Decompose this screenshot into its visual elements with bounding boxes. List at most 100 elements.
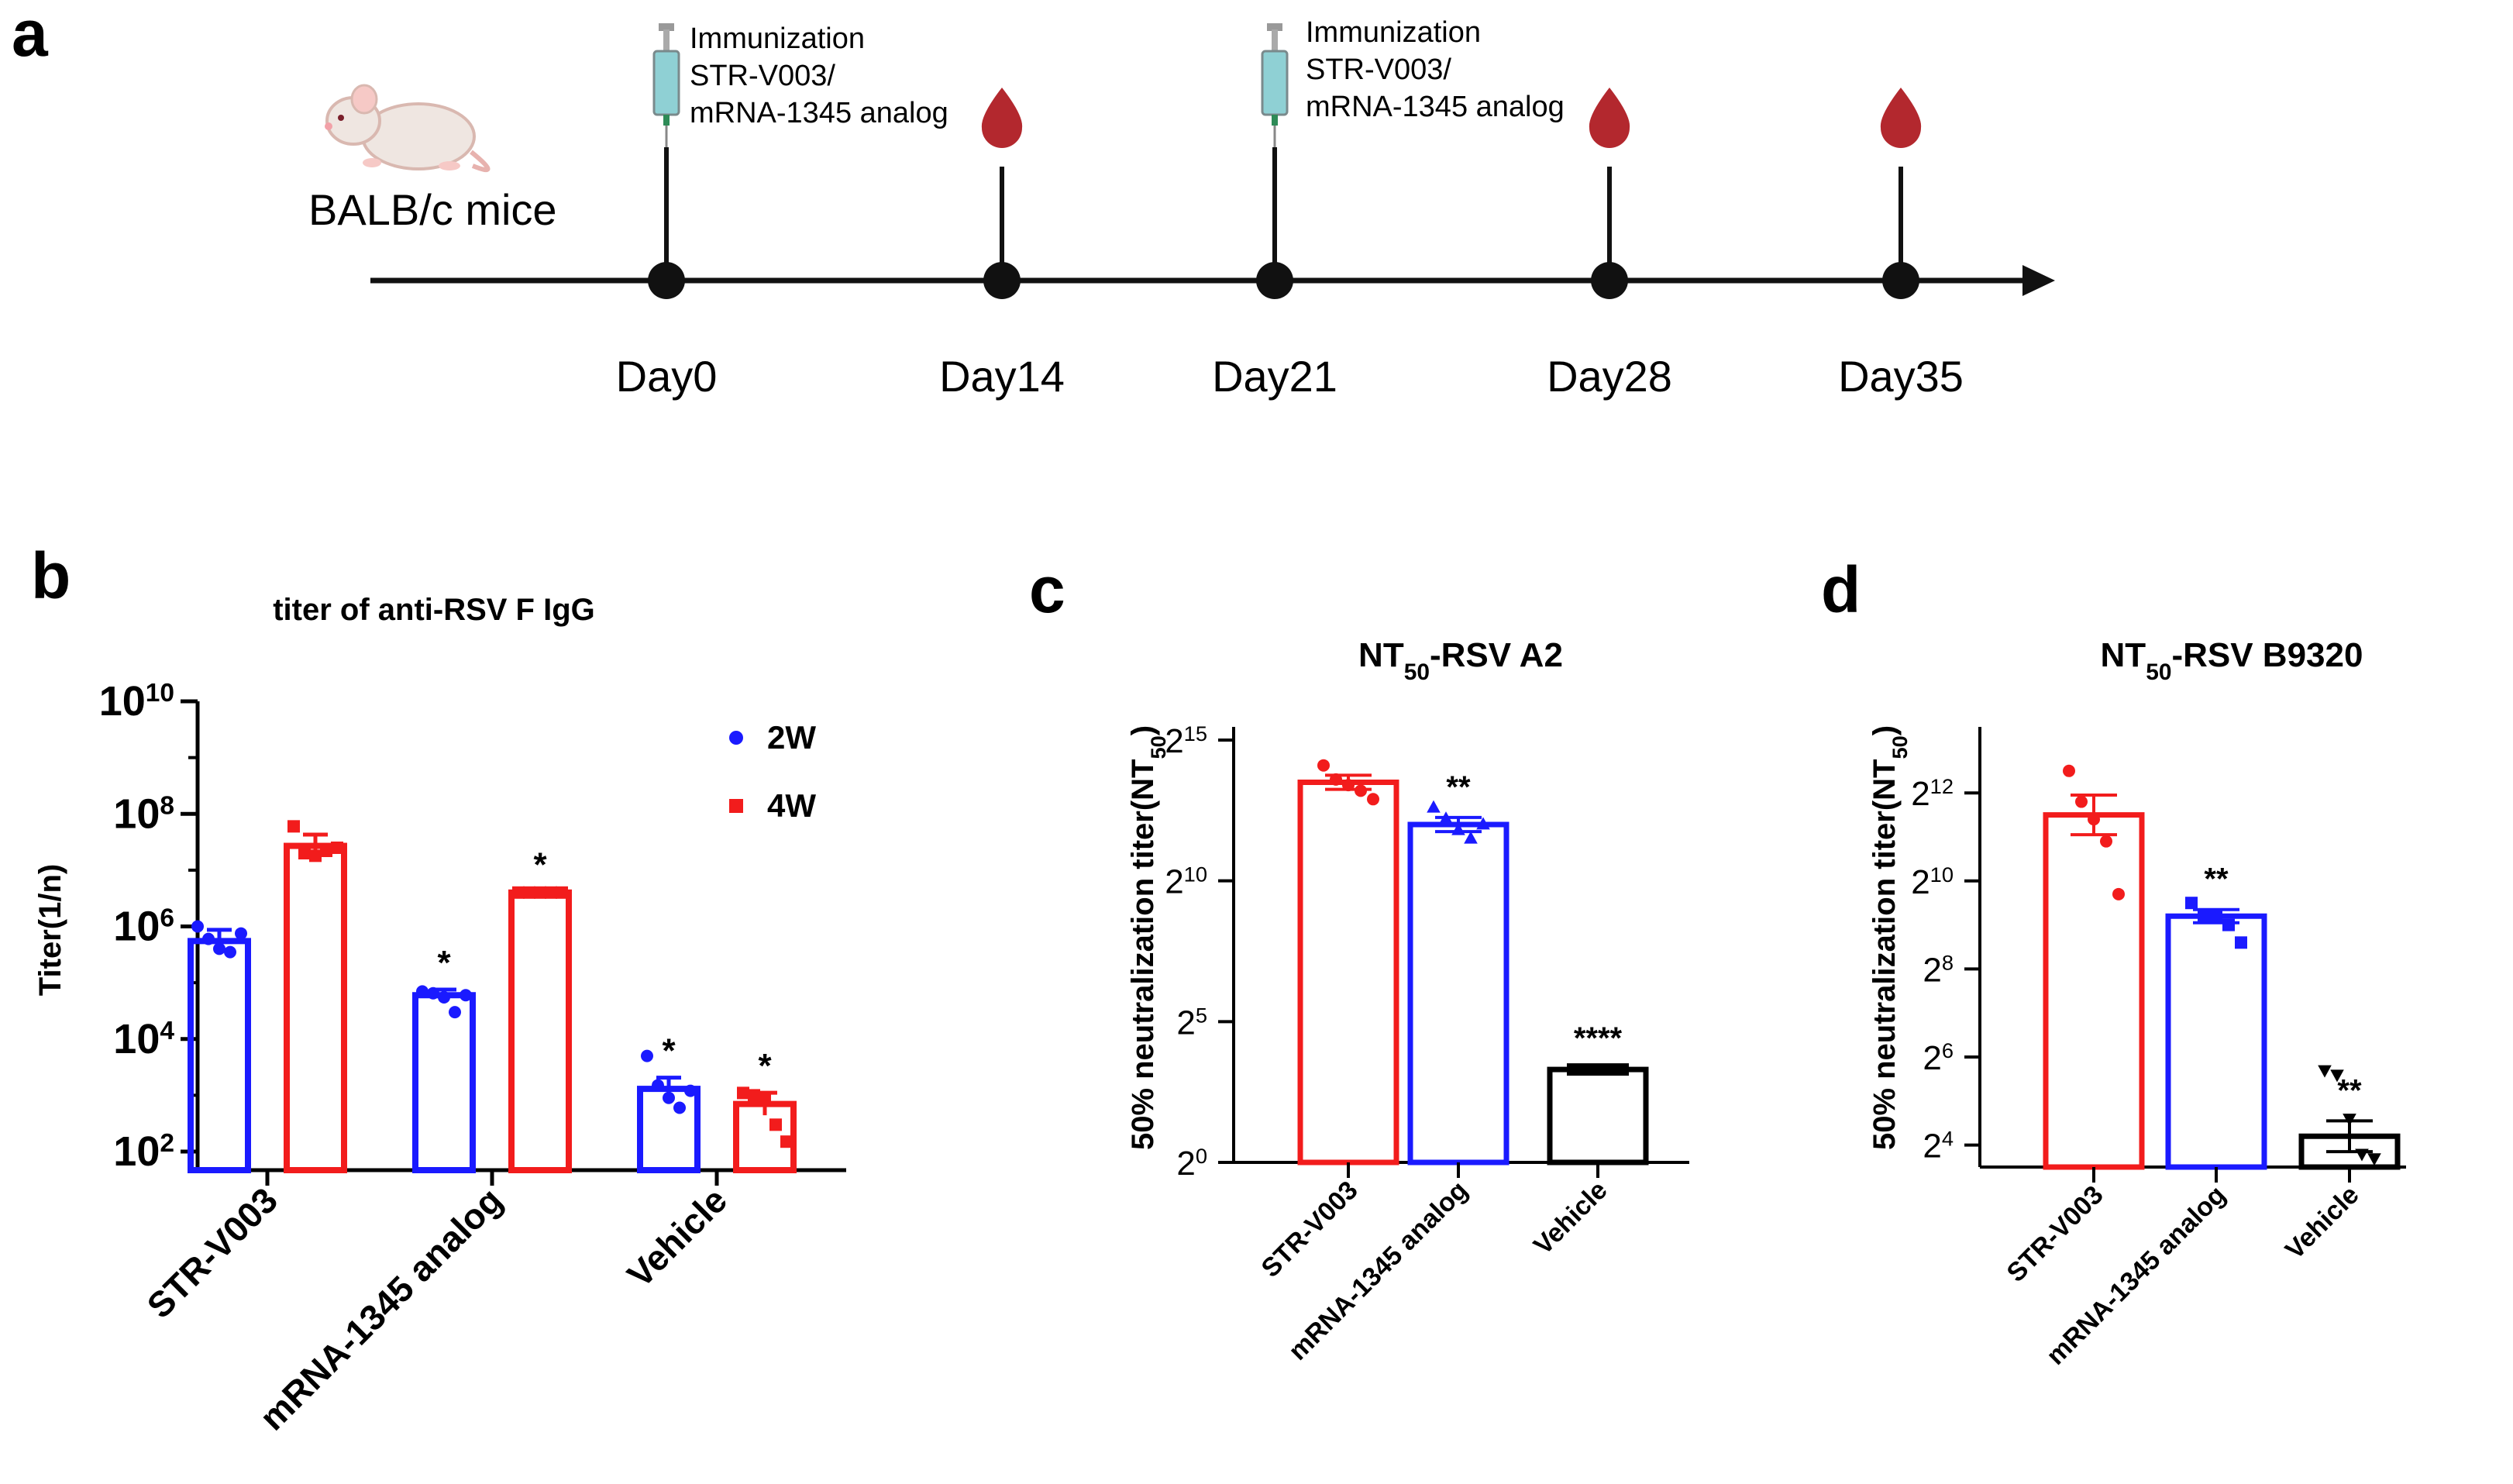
significance-label: * xyxy=(758,1047,772,1085)
y-axis-label: 50% neutralization titer(NT50) xyxy=(1126,725,1170,1150)
legend-label: 4W xyxy=(767,787,816,824)
immunization-line2: mRNA-1345 analog xyxy=(690,97,948,129)
data-point xyxy=(748,1089,760,1102)
syringe-hub xyxy=(1272,115,1278,126)
bar xyxy=(1547,1066,1649,1166)
data-point xyxy=(684,1084,697,1097)
data-point xyxy=(1330,773,1342,786)
data-point xyxy=(2075,795,2088,808)
y-tick-label: 1010 xyxy=(99,678,174,725)
data-point xyxy=(737,1086,749,1100)
x-tick-label: Vehicle xyxy=(1528,1176,1613,1261)
syringe-plunger xyxy=(1272,29,1278,53)
data-point xyxy=(1342,779,1355,792)
chart-panel-c: NT50-RSV A2 50% neutralization titer(NT50… xyxy=(1126,636,1689,1366)
data-point xyxy=(2330,1069,2344,1083)
significance-label: **** xyxy=(1574,1021,1623,1055)
bar xyxy=(412,992,476,1174)
y-tick-label: 24 xyxy=(1923,1126,1954,1166)
bar xyxy=(284,842,347,1174)
data-point xyxy=(1317,759,1330,772)
panel-label-c: c xyxy=(1029,553,1065,626)
y-tick-label: 210 xyxy=(1911,862,1954,901)
data-point xyxy=(759,1091,771,1104)
y-axis-label: Titer(1/n) xyxy=(33,864,67,996)
significance-label: * xyxy=(437,944,451,982)
y-tick-label: 102 xyxy=(113,1128,174,1175)
bar xyxy=(508,889,572,1173)
data-point xyxy=(1567,1063,1579,1076)
panel-label-a: a xyxy=(12,0,49,70)
data-point xyxy=(780,1135,793,1148)
y-tick-label: 215 xyxy=(1165,721,1207,761)
y-tick-label: 106 xyxy=(113,904,174,950)
data-point xyxy=(2198,910,2210,923)
y-tick-label: 210 xyxy=(1165,862,1207,901)
data-point xyxy=(2222,918,2235,931)
data-point xyxy=(309,849,322,863)
y-tick-label: 28 xyxy=(1923,950,1954,990)
data-point xyxy=(1616,1063,1629,1076)
chart-title: NT50-RSV A2 xyxy=(1358,636,1563,685)
data-point xyxy=(224,945,236,959)
syringe-plunger xyxy=(663,29,670,53)
syringe-barrel xyxy=(652,50,680,116)
timeline-dot xyxy=(983,262,1021,299)
data-point xyxy=(320,845,332,858)
blood-drop-icon xyxy=(1880,88,1922,148)
data-point xyxy=(449,1006,461,1019)
data-point xyxy=(2210,910,2222,923)
chart-title: titer of anti-RSV F IgG xyxy=(273,593,595,627)
data-point xyxy=(2100,835,2112,848)
data-point xyxy=(416,985,429,998)
syringe-icon xyxy=(1261,23,1289,147)
significance-label: * xyxy=(533,845,547,883)
data-point xyxy=(2185,897,2198,910)
day-label: Day14 xyxy=(939,352,1065,401)
legend-label: 2W xyxy=(767,719,816,756)
data-point xyxy=(2318,1065,2332,1078)
immunization-annotation-day0: Immunization STR-V003/ mRNA-1345 analog xyxy=(690,22,948,129)
y-tick-label: 25 xyxy=(1176,1003,1207,1042)
blood-drop-icon xyxy=(1589,88,1630,148)
data-point xyxy=(438,990,450,1004)
y-tick-label: 26 xyxy=(1923,1038,1954,1078)
immunization-line2: mRNA-1345 analog xyxy=(1306,91,1565,123)
timeline-dot xyxy=(648,262,685,299)
x-tick-label: STR-V003 xyxy=(139,1179,285,1326)
data-point xyxy=(1592,1063,1604,1076)
data-point xyxy=(2088,813,2100,826)
data-point xyxy=(652,1079,664,1092)
data-point xyxy=(298,847,311,860)
day-label: Day0 xyxy=(616,352,718,401)
day-label: Day35 xyxy=(1838,352,1964,401)
x-tick-label: STR-V003 xyxy=(2002,1180,2109,1288)
data-point xyxy=(287,820,300,833)
data-point xyxy=(1451,822,1465,835)
data-point xyxy=(460,989,472,1002)
panel-label-b: b xyxy=(31,539,71,612)
x-tick-label: STR-V003 xyxy=(1256,1176,1364,1283)
significance-label: ** xyxy=(2337,1073,2362,1107)
data-point xyxy=(1439,811,1453,825)
immunization-line1: STR-V003/ xyxy=(690,60,835,92)
legend-marker xyxy=(729,731,743,745)
immunization-title: Immunization xyxy=(1306,16,1481,49)
bar xyxy=(1407,821,1510,1166)
data-point xyxy=(1604,1063,1616,1076)
chart-panel-b: titer of anti-RSV F IgG Titer(1/n) 1010 108… xyxy=(33,593,846,1438)
panel-label-d: d xyxy=(1821,553,1861,626)
blood-drop-icon xyxy=(981,88,1023,148)
timeline-arrowhead xyxy=(2022,265,2055,296)
data-point xyxy=(512,886,525,899)
data-point xyxy=(235,927,247,940)
syringe-icon xyxy=(652,23,680,147)
syringe-hub xyxy=(663,115,670,126)
data-point xyxy=(1476,817,1490,830)
data-point xyxy=(534,886,546,899)
data-point xyxy=(2112,887,2125,900)
day-label: Day21 xyxy=(1212,352,1337,401)
subject-label: BALB/c mice xyxy=(308,185,557,234)
data-point xyxy=(1367,793,1379,806)
